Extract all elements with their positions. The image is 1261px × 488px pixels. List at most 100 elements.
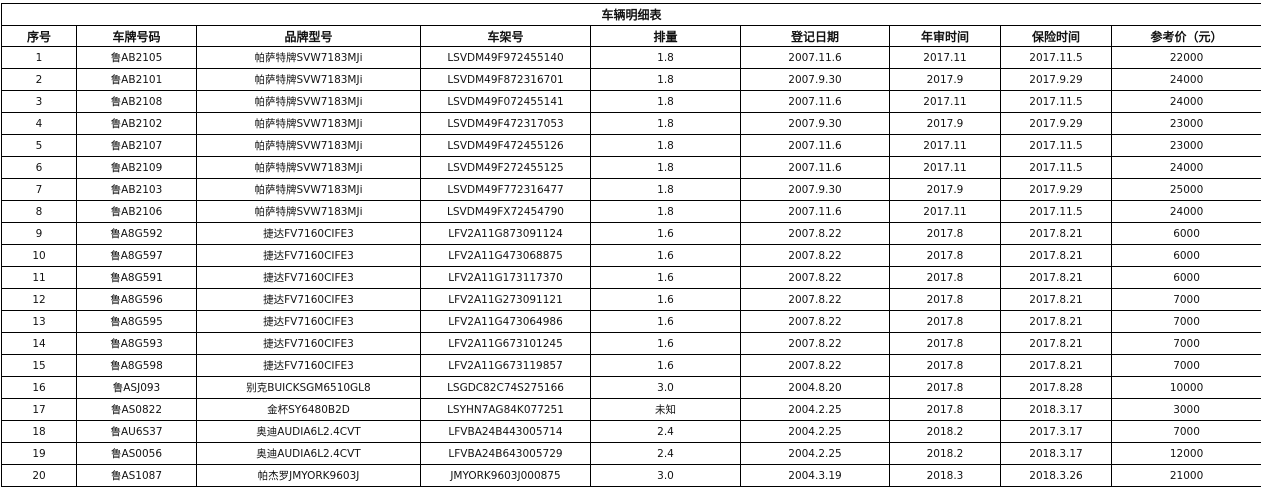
cell-col-model[interactable]: 帕萨特牌SVW7183MJi [196,200,421,223]
header-col-model[interactable]: 品牌型号 [196,25,421,47]
cell-col-index[interactable]: 16 [1,376,77,399]
cell-col-reg-date[interactable]: 2007.8.22 [740,310,890,333]
table-title[interactable]: 车辆明细表 [0,3,1261,26]
cell-col-inspection[interactable]: 2017.8 [889,244,1001,267]
cell-col-price[interactable]: 24000 [1110,90,1261,113]
cell-col-inspection[interactable]: 2017.8 [889,332,1001,355]
cell-col-reg-date[interactable]: 2007.11.6 [740,46,890,69]
cell-col-reg-date[interactable]: 2004.2.25 [740,442,890,465]
cell-col-vin[interactable]: LSVDM49FX72454790 [420,200,591,223]
cell-col-model[interactable]: 帕萨特牌SVW7183MJi [196,46,421,69]
cell-col-model[interactable]: 捷达FV7160CIFE3 [196,288,421,311]
cell-col-reg-date[interactable]: 2007.11.6 [740,200,890,223]
cell-col-plate[interactable]: 鲁A8G598 [76,354,197,377]
cell-col-plate[interactable]: 鲁AU6S37 [76,420,197,443]
cell-col-displacement[interactable]: 1.6 [590,288,741,311]
cell-col-inspection[interactable]: 2017.8 [889,288,1001,311]
cell-col-displacement[interactable]: 1.6 [590,310,741,333]
cell-col-inspection[interactable]: 2018.2 [889,442,1001,465]
cell-col-inspection[interactable]: 2017.11 [889,156,1001,179]
cell-col-reg-date[interactable]: 2004.2.25 [740,398,890,421]
cell-col-vin[interactable]: LFVBA24B643005729 [420,442,591,465]
cell-col-displacement[interactable]: 1.8 [590,200,741,223]
cell-col-inspection[interactable]: 2017.8 [889,354,1001,377]
cell-col-plate[interactable]: 鲁AB2107 [76,134,197,157]
cell-col-model[interactable]: 奥迪AUDIA6L2.4CVT [196,442,421,465]
cell-col-insurance[interactable]: 2017.3.17 [1000,420,1112,443]
cell-col-model[interactable]: 帕萨特牌SVW7183MJi [196,178,421,201]
cell-col-price[interactable]: 25000 [1110,178,1261,201]
cell-col-index[interactable]: 10 [1,244,77,267]
cell-col-plate[interactable]: 鲁A8G591 [76,266,197,289]
cell-col-inspection[interactable]: 2018.3 [889,464,1001,487]
cell-col-index[interactable]: 17 [1,398,77,421]
cell-col-price[interactable]: 23000 [1110,112,1261,135]
cell-col-inspection[interactable]: 2017.8 [889,398,1001,421]
cell-col-displacement[interactable]: 1.6 [590,266,741,289]
cell-col-index[interactable]: 18 [1,420,77,443]
cell-col-model[interactable]: 帕萨特牌SVW7183MJi [196,134,421,157]
cell-col-price[interactable]: 12000 [1110,442,1261,465]
cell-col-vin[interactable]: JMYORK9603J000875 [420,464,591,487]
cell-col-insurance[interactable]: 2017.11.5 [1000,200,1112,223]
header-col-vin[interactable]: 车架号 [420,25,591,47]
cell-col-inspection[interactable]: 2017.8 [889,222,1001,245]
cell-col-model[interactable]: 捷达FV7160CIFE3 [196,244,421,267]
cell-col-reg-date[interactable]: 2007.8.22 [740,266,890,289]
header-col-inspection[interactable]: 年审时间 [889,25,1001,47]
cell-col-plate[interactable]: 鲁A8G593 [76,332,197,355]
cell-col-inspection[interactable]: 2018.2 [889,420,1001,443]
cell-col-model[interactable]: 奥迪AUDIA6L2.4CVT [196,420,421,443]
cell-col-plate[interactable]: 鲁A8G592 [76,222,197,245]
cell-col-vin[interactable]: LSGDC82C74S275166 [420,376,591,399]
cell-col-inspection[interactable]: 2017.8 [889,310,1001,333]
cell-col-model[interactable]: 别克BUICKSGM6510GL8 [196,376,421,399]
cell-col-index[interactable]: 3 [1,90,77,113]
cell-col-model[interactable]: 捷达FV7160CIFE3 [196,266,421,289]
cell-col-plate[interactable]: 鲁A8G595 [76,310,197,333]
cell-col-index[interactable]: 7 [1,178,77,201]
cell-col-insurance[interactable]: 2017.9.29 [1000,68,1112,91]
cell-col-displacement[interactable]: 1.6 [590,332,741,355]
cell-col-price[interactable]: 24000 [1110,156,1261,179]
cell-col-plate[interactable]: 鲁AB2102 [76,112,197,135]
cell-col-displacement[interactable]: 1.8 [590,46,741,69]
cell-col-inspection[interactable]: 2017.8 [889,266,1001,289]
cell-col-insurance[interactable]: 2017.8.21 [1000,222,1112,245]
cell-col-insurance[interactable]: 2017.9.29 [1000,112,1112,135]
cell-col-insurance[interactable]: 2017.8.21 [1000,244,1112,267]
cell-col-vin[interactable]: LFV2A11G173117370 [420,266,591,289]
cell-col-displacement[interactable]: 3.0 [590,464,741,487]
cell-col-index[interactable]: 12 [1,288,77,311]
cell-col-inspection[interactable]: 2017.9 [889,178,1001,201]
cell-col-displacement[interactable]: 1.6 [590,354,741,377]
cell-col-vin[interactable]: LFV2A11G673101245 [420,332,591,355]
cell-col-insurance[interactable]: 2017.8.21 [1000,288,1112,311]
cell-col-price[interactable]: 6000 [1110,266,1261,289]
cell-col-vin[interactable]: LFV2A11G473064986 [420,310,591,333]
cell-col-price[interactable]: 6000 [1110,222,1261,245]
cell-col-displacement[interactable]: 1.6 [590,222,741,245]
cell-col-reg-date[interactable]: 2007.8.22 [740,288,890,311]
cell-col-displacement[interactable]: 1.8 [590,68,741,91]
cell-col-index[interactable]: 13 [1,310,77,333]
cell-col-model[interactable]: 帕萨特牌SVW7183MJi [196,156,421,179]
cell-col-vin[interactable]: LSYHN7AG84K077251 [420,398,591,421]
cell-col-plate[interactable]: 鲁AB2105 [76,46,197,69]
cell-col-insurance[interactable]: 2017.11.5 [1000,46,1112,69]
cell-col-plate[interactable]: 鲁ASJ093 [76,376,197,399]
cell-col-reg-date[interactable]: 2004.8.20 [740,376,890,399]
cell-col-price[interactable]: 10000 [1110,376,1261,399]
cell-col-displacement[interactable]: 未知 [590,398,741,421]
cell-col-vin[interactable]: LSVDM49F072455141 [420,90,591,113]
cell-col-reg-date[interactable]: 2007.8.22 [740,354,890,377]
cell-col-index[interactable]: 4 [1,112,77,135]
cell-col-vin[interactable]: LSVDM49F472317053 [420,112,591,135]
cell-col-plate[interactable]: 鲁AB2103 [76,178,197,201]
cell-col-plate[interactable]: 鲁AB2106 [76,200,197,223]
cell-col-index[interactable]: 2 [1,68,77,91]
cell-col-plate[interactable]: 鲁AS0056 [76,442,197,465]
cell-col-plate[interactable]: 鲁AB2101 [76,68,197,91]
header-col-price[interactable]: 参考价（元） [1110,25,1261,47]
cell-col-displacement[interactable]: 1.8 [590,112,741,135]
